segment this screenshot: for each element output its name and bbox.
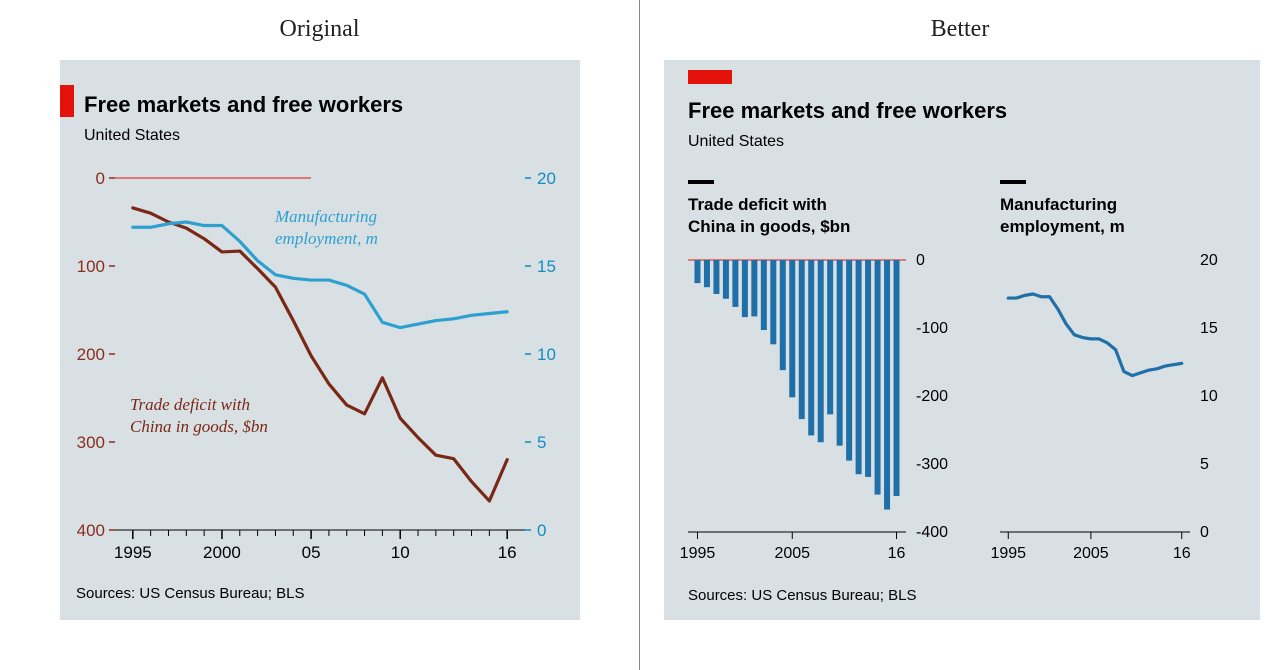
- panel-original: Original Free markets and free workersUn…: [0, 0, 640, 670]
- svg-text:Trade deficit with: Trade deficit with: [130, 395, 250, 414]
- svg-text:16: 16: [1173, 545, 1191, 562]
- svg-text:300: 300: [77, 433, 105, 452]
- svg-text:400: 400: [77, 521, 105, 540]
- svg-text:-100: -100: [916, 320, 948, 337]
- svg-text:0: 0: [916, 252, 925, 269]
- svg-text:10: 10: [1200, 388, 1218, 405]
- svg-text:16: 16: [888, 545, 906, 562]
- svg-text:Free markets and free workers: Free markets and free workers: [688, 98, 1007, 123]
- svg-text:100: 100: [77, 257, 105, 276]
- svg-text:10: 10: [391, 543, 410, 562]
- svg-text:05: 05: [302, 543, 321, 562]
- svg-text:Sources: US Census Bureau; BLS: Sources: US Census Bureau; BLS: [76, 585, 304, 602]
- svg-text:10: 10: [537, 345, 556, 364]
- svg-text:-200: -200: [916, 388, 948, 405]
- svg-text:0: 0: [96, 169, 105, 188]
- svg-text:5: 5: [537, 433, 546, 452]
- svg-text:5: 5: [1200, 456, 1209, 473]
- svg-text:1995: 1995: [114, 543, 152, 562]
- svg-text:China in goods, $bn: China in goods, $bn: [130, 417, 268, 436]
- chart-better: Free markets and free workers United Stat…: [640, 0, 1280, 670]
- svg-text:United States: United States: [84, 127, 180, 144]
- svg-text:0: 0: [1200, 524, 1209, 541]
- svg-text:16: 16: [498, 543, 517, 562]
- chart-original: Free markets and free workers United Stat…: [0, 0, 640, 670]
- svg-text:Manufacturing: Manufacturing: [1000, 195, 1117, 214]
- svg-text:Trade deficit with: Trade deficit with: [688, 195, 827, 214]
- svg-text:United States: United States: [688, 133, 784, 150]
- svg-text:-300: -300: [916, 456, 948, 473]
- svg-text:1995: 1995: [680, 545, 716, 562]
- svg-text:Free markets and free workers: Free markets and free workers: [84, 92, 403, 117]
- svg-text:Manufacturing: Manufacturing: [274, 207, 377, 226]
- svg-text:15: 15: [1200, 320, 1218, 337]
- svg-text:200: 200: [77, 345, 105, 364]
- svg-text:Sources: US Census Bureau; BLS: Sources: US Census Bureau; BLS: [688, 587, 916, 604]
- svg-text:2005: 2005: [1073, 545, 1109, 562]
- svg-text:-400: -400: [916, 524, 948, 541]
- svg-text:2005: 2005: [774, 545, 810, 562]
- svg-text:2000: 2000: [203, 543, 241, 562]
- svg-text:employment, m: employment, m: [275, 229, 378, 248]
- svg-text:0: 0: [537, 521, 546, 540]
- svg-text:15: 15: [537, 257, 556, 276]
- panel-better: Better Free markets and free workersUnit…: [640, 0, 1280, 670]
- svg-text:China in goods, $bn: China in goods, $bn: [688, 217, 850, 236]
- svg-text:20: 20: [537, 169, 556, 188]
- svg-text:1995: 1995: [990, 545, 1026, 562]
- svg-text:20: 20: [1200, 252, 1218, 269]
- svg-text:employment, m: employment, m: [1000, 217, 1125, 236]
